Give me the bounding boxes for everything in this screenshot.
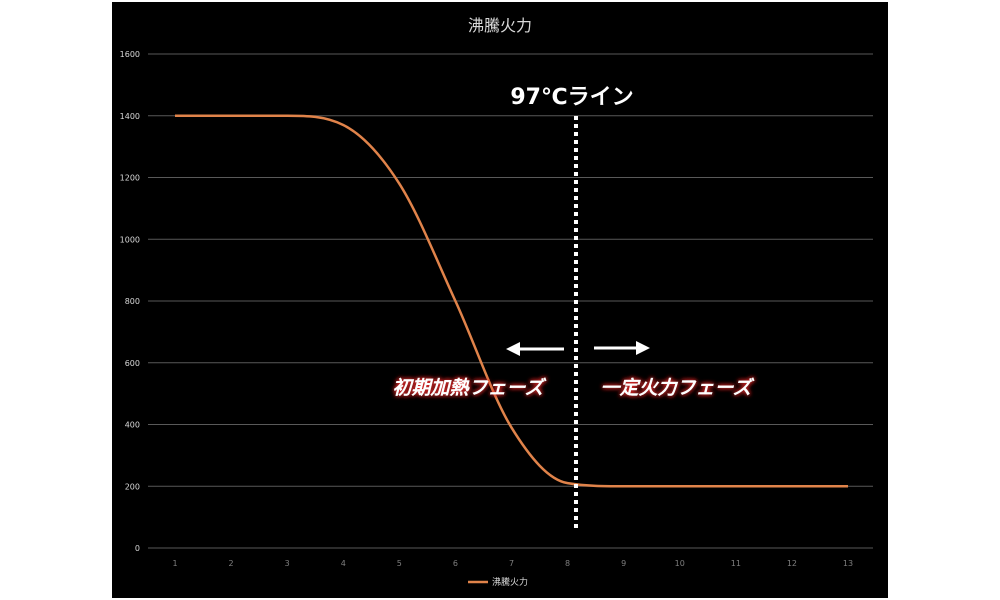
y-tick-label: 1400 — [120, 112, 140, 121]
x-tick-label: 7 — [509, 559, 514, 568]
initial-heating-phase-label: 初期加熱フェーズ — [392, 377, 546, 399]
x-tick-label: 9 — [621, 559, 626, 568]
x-tick-label: 8 — [565, 559, 570, 568]
right-arrow-icon — [594, 341, 650, 355]
series-group — [174, 114, 848, 488]
x-axis-ticks: 1 2 3 4 5 6 7 8 9 10 11 12 13 — [172, 559, 853, 568]
y-tick-label: 1000 — [120, 235, 140, 244]
x-tick-label: 13 — [843, 559, 853, 568]
constant-power-phase-label: 一定火力フェーズ — [600, 377, 754, 399]
x-tick-label: 2 — [229, 559, 234, 568]
legend: 沸騰火力 — [468, 576, 528, 588]
x-tick-label: 5 — [397, 559, 402, 568]
y-tick-label: 200 — [125, 482, 140, 491]
y-tick-label: 800 — [125, 297, 140, 306]
y-tick-label: 1600 — [120, 50, 140, 59]
x-tick-label: 12 — [787, 559, 797, 568]
x-tick-label: 6 — [453, 559, 458, 568]
y-tick-label: 1200 — [120, 174, 140, 183]
x-tick-label: 11 — [731, 559, 741, 568]
vertical-line-label: 97℃ライン — [510, 85, 633, 110]
y-axis-ticks: 0 200 400 600 800 1000 1200 1400 1600 — [120, 50, 140, 553]
x-tick-label: 1 — [172, 559, 177, 568]
y-tick-label: 0 — [135, 544, 140, 553]
left-arrow-icon — [506, 342, 564, 356]
x-tick-label: 4 — [341, 559, 346, 568]
x-tick-label: 3 — [285, 559, 290, 568]
gridlines — [148, 53, 873, 549]
legend-label: 沸騰火力 — [492, 576, 528, 588]
y-tick-label: 400 — [125, 421, 140, 430]
series-line — [174, 114, 848, 488]
y-tick-label: 600 — [125, 359, 140, 368]
x-tick-label: 10 — [675, 559, 685, 568]
chart-title: 沸騰火力 — [468, 16, 532, 35]
